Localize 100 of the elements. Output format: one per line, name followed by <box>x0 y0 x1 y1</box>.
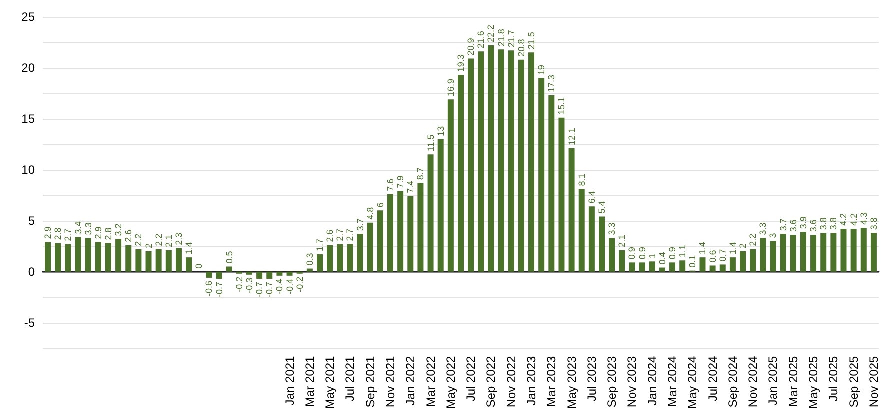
bar <box>860 228 867 272</box>
data-label: 7.6 <box>385 178 396 192</box>
bar <box>639 262 646 272</box>
bar <box>810 235 817 272</box>
bar <box>156 249 162 272</box>
data-label: 1.4 <box>728 242 738 255</box>
bar <box>286 272 293 276</box>
bar <box>166 250 172 272</box>
bar <box>428 154 434 272</box>
x-tick-label: Jul 2021 <box>343 356 358 402</box>
bar <box>216 272 222 279</box>
x-tick-label: Nov 2021 <box>383 356 398 408</box>
bar <box>327 245 334 272</box>
bar <box>478 52 484 272</box>
data-label: 2.6 <box>124 230 134 242</box>
data-label: 22.2 <box>486 25 496 43</box>
bar <box>387 194 394 272</box>
data-label: -0.7 <box>214 282 224 298</box>
data-label: -0.7 <box>264 282 275 298</box>
bar <box>578 189 585 272</box>
data-label: 1.7 <box>314 239 325 252</box>
data-label: 0 <box>194 264 204 269</box>
x-tick-label: Mar 2023 <box>544 356 559 408</box>
data-label: -0.2 <box>294 276 305 292</box>
bar <box>528 52 535 272</box>
x-tick-label: Nov 2023 <box>625 356 640 408</box>
data-label: 2.1 <box>617 234 628 248</box>
bar <box>95 242 102 272</box>
bar <box>740 251 746 272</box>
data-label: 3.6 <box>808 220 819 232</box>
y-tick-label: 0 <box>28 264 36 279</box>
data-label: 8.1 <box>576 174 587 186</box>
bar <box>568 148 575 272</box>
bar <box>85 238 92 272</box>
data-label: 3.8 <box>818 218 829 230</box>
data-label: 2.2 <box>154 234 164 246</box>
bar <box>790 235 796 272</box>
bar <box>136 249 142 272</box>
x-tick-label: Mar 2021 <box>302 356 317 408</box>
bar <box>458 75 464 272</box>
y-tick-label: 20 <box>22 60 36 75</box>
data-label: 4.2 <box>848 214 859 226</box>
data-label: 0.1 <box>688 255 698 268</box>
bar <box>398 191 404 272</box>
data-label: 2.8 <box>53 228 64 240</box>
x-tick-label: Jul 2022 <box>464 356 478 402</box>
data-label: 3.8 <box>868 218 879 230</box>
x-tick-label: Jan 2021 <box>282 356 297 406</box>
x-tick-label: Sep 2021 <box>363 356 378 408</box>
data-label: 0.9 <box>668 247 678 260</box>
data-label: -0.4 <box>284 278 295 294</box>
data-label: 0.5 <box>224 251 234 264</box>
data-label: 4.8 <box>365 207 376 220</box>
data-label: 2.2 <box>748 234 758 246</box>
bar <box>55 243 62 272</box>
x-tick-label: Jan 2022 <box>404 356 418 406</box>
bar <box>146 251 152 272</box>
bar <box>518 60 524 272</box>
data-label: 6.4 <box>586 191 597 204</box>
data-label: 13 <box>436 126 446 136</box>
bar <box>649 262 656 272</box>
x-tick-label: May 2025 <box>806 356 821 410</box>
bar <box>680 260 686 272</box>
bar <box>780 234 786 272</box>
data-label: 21.6 <box>476 31 486 49</box>
data-label: 2.3 <box>174 232 184 246</box>
bar <box>176 248 182 272</box>
bar <box>468 58 474 272</box>
bar <box>619 250 626 272</box>
x-tick-label: May 2021 <box>323 356 338 410</box>
data-label: 3.7 <box>355 218 366 232</box>
bar <box>266 272 273 279</box>
data-label: 0.7 <box>718 249 728 262</box>
bar <box>609 238 616 272</box>
bar <box>256 272 263 279</box>
bar <box>870 233 877 272</box>
data-label: 2 <box>144 243 154 248</box>
data-label: 19.3 <box>456 54 466 72</box>
y-tick-label: 5 <box>28 214 36 228</box>
data-label: 1.4 <box>698 242 708 255</box>
bar <box>488 46 494 272</box>
bar <box>276 272 283 276</box>
bar <box>408 196 414 272</box>
data-label: 1.1 <box>678 245 688 258</box>
bar <box>538 78 545 272</box>
bar <box>75 237 82 272</box>
data-label: 2.8 <box>103 228 114 240</box>
bar <box>700 258 706 272</box>
data-label: 3.7 <box>778 218 788 232</box>
bar <box>720 264 726 272</box>
x-tick-label: Jul 2023 <box>584 356 599 402</box>
bar <box>770 241 776 272</box>
bar <box>659 268 666 272</box>
bar <box>226 266 232 272</box>
data-label: 3.8 <box>828 218 839 230</box>
data-label: 5.4 <box>597 201 608 214</box>
bar <box>750 249 756 272</box>
x-tick-label: Nov 2024 <box>746 356 760 408</box>
y-tick-label: 15 <box>22 112 36 126</box>
data-label: 17.3 <box>546 74 557 92</box>
